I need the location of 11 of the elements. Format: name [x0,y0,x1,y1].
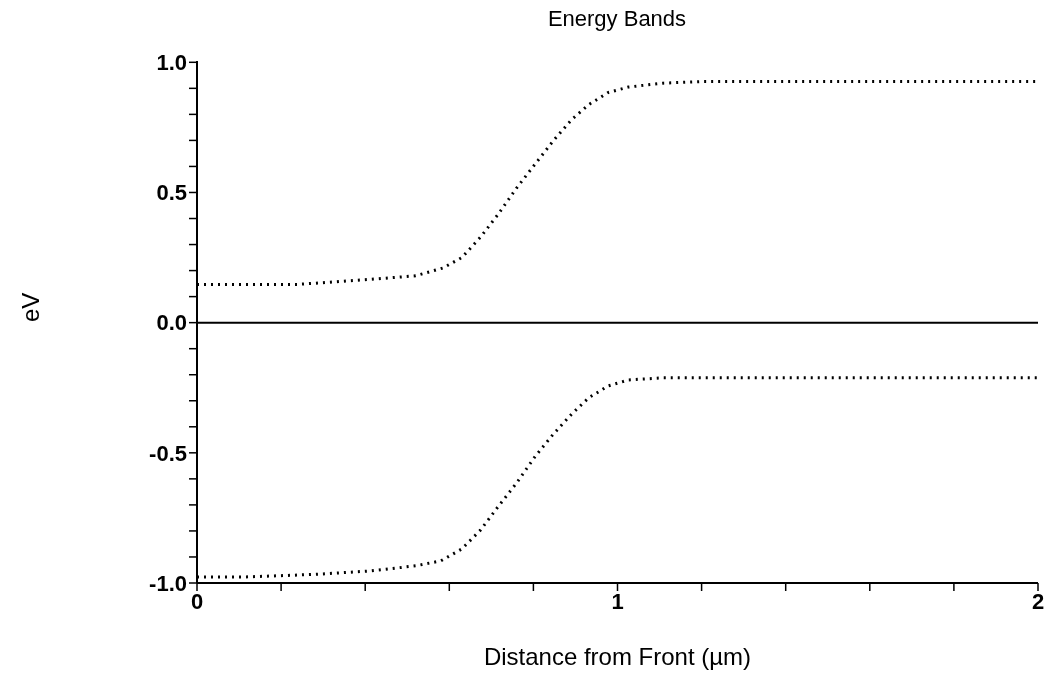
x-axis-title: Distance from Front (µm) [483,643,752,670]
y-tick-label: -1.0 [149,570,187,596]
y-tick-label: 0.5 [156,180,187,206]
y-axis-title: eV [16,292,44,322]
x-tick-label: 1 [611,588,624,614]
y-tick-label: 0.0 [156,310,187,336]
y-tick-label: -0.5 [149,440,187,466]
x-tick-label: 0 [190,588,204,614]
chart-title: Energy Bands [547,6,687,31]
x-tick-label: 2 [1031,588,1045,614]
y-tick-label: 1.0 [156,50,187,76]
